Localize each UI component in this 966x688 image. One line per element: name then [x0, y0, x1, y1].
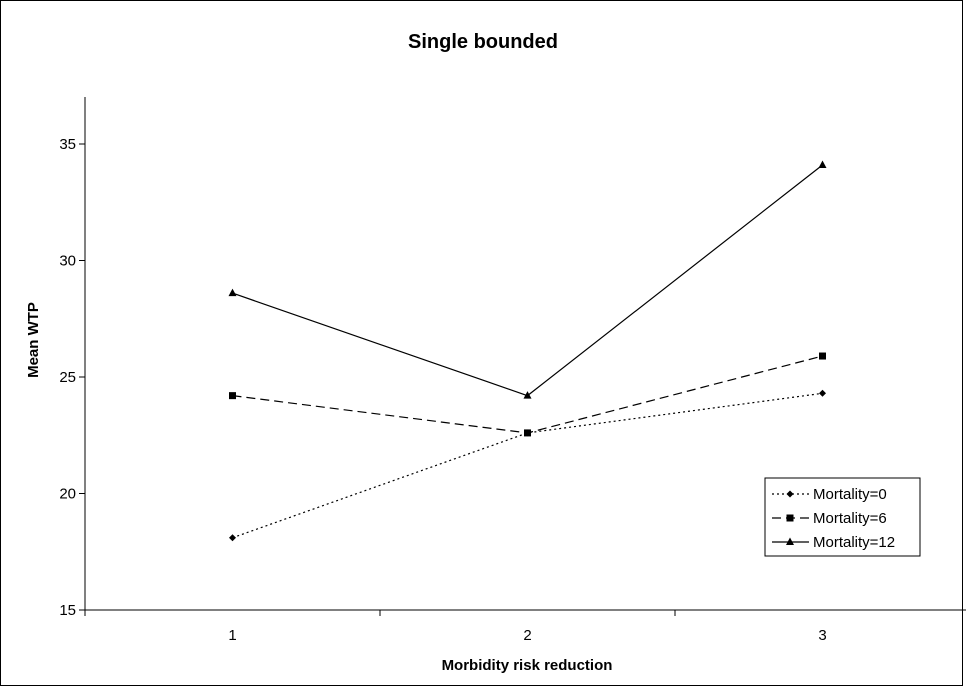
- legend-item: Mortality=12: [772, 534, 895, 551]
- x-tick-label: 2: [523, 627, 531, 644]
- legend-item: Mortality=6: [772, 510, 887, 527]
- legend: Mortality=0 Mortality=6 Mortality=12: [764, 477, 921, 557]
- y-tick-label: 35: [59, 136, 76, 153]
- legend-item: Mortality=0: [772, 486, 887, 503]
- legend-label: Mortality=12: [813, 534, 895, 551]
- legend-label: Mortality=6: [813, 510, 887, 527]
- series-2: [228, 160, 827, 399]
- x-axis-label: Morbidity risk reduction: [442, 657, 613, 674]
- series-1: [229, 352, 826, 437]
- legend-marker: [786, 490, 794, 498]
- y-tick-label: 25: [59, 369, 76, 386]
- chart-title: Single bounded: [408, 31, 558, 53]
- y-tick-label: 15: [59, 602, 76, 619]
- data-point: [819, 352, 826, 360]
- data-point: [523, 391, 532, 399]
- y-axis-label: Mean WTP: [25, 302, 42, 378]
- legend-marker: [786, 537, 794, 545]
- x-tick-label: 1: [228, 627, 236, 644]
- data-point: [818, 160, 827, 168]
- data-point: [229, 534, 236, 542]
- y-tick-label: 20: [59, 486, 76, 503]
- series-0: [229, 389, 826, 542]
- y-tick-label: 30: [59, 253, 76, 270]
- series-line: [232, 392, 823, 539]
- x-tick-label: 3: [818, 627, 826, 644]
- data-point: [524, 429, 531, 437]
- series-layer: [228, 160, 827, 542]
- legend-marker: [786, 514, 794, 522]
- axes: 15 20 25 30 35 1 2 3: [59, 97, 966, 644]
- data-point: [819, 389, 826, 397]
- data-point: [228, 288, 237, 297]
- data-point: [229, 392, 236, 400]
- legend-label: Mortality=0: [813, 486, 887, 503]
- series-line: [232, 164, 823, 397]
